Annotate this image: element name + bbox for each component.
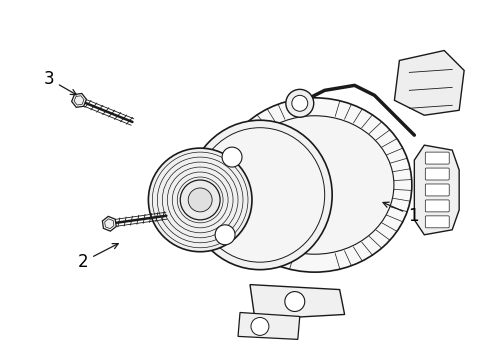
- Circle shape: [148, 148, 252, 252]
- FancyBboxPatch shape: [425, 168, 449, 180]
- FancyBboxPatch shape: [425, 184, 449, 196]
- Polygon shape: [72, 94, 86, 107]
- Circle shape: [286, 89, 314, 117]
- Circle shape: [285, 292, 305, 311]
- Circle shape: [251, 318, 269, 336]
- Text: 2: 2: [77, 244, 118, 271]
- Polygon shape: [238, 312, 300, 339]
- FancyBboxPatch shape: [425, 152, 449, 164]
- Text: 3: 3: [44, 70, 76, 95]
- Polygon shape: [394, 50, 464, 115]
- FancyBboxPatch shape: [425, 200, 449, 212]
- Polygon shape: [415, 145, 459, 235]
- Ellipse shape: [195, 128, 325, 262]
- Circle shape: [188, 188, 212, 212]
- Polygon shape: [102, 216, 116, 231]
- Circle shape: [180, 180, 220, 220]
- Text: 1: 1: [383, 202, 419, 225]
- Circle shape: [222, 147, 242, 167]
- FancyBboxPatch shape: [425, 216, 449, 228]
- Polygon shape: [250, 285, 344, 319]
- Ellipse shape: [218, 98, 412, 272]
- Ellipse shape: [236, 116, 394, 254]
- Ellipse shape: [188, 120, 332, 270]
- Circle shape: [215, 225, 235, 245]
- Circle shape: [292, 95, 308, 111]
